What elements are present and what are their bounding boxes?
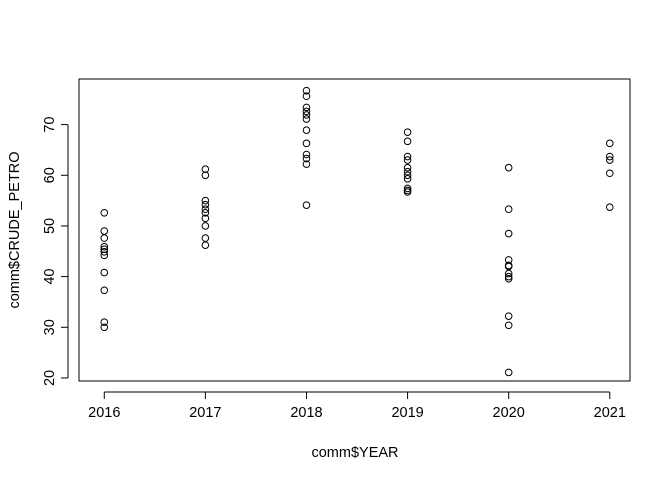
data-point bbox=[100, 234, 109, 242]
y-tick-label: 70 bbox=[42, 117, 58, 133]
data-point bbox=[100, 286, 109, 295]
x-axis-label: comm$YEAR bbox=[311, 445, 398, 461]
y-tick-label: 40 bbox=[42, 269, 58, 285]
data-point bbox=[605, 152, 614, 161]
data-point bbox=[605, 139, 614, 148]
data-point bbox=[201, 171, 210, 180]
x-ticks: 2016 2017 2018 2019 2020 2021 bbox=[88, 392, 626, 421]
y-tick-label: 30 bbox=[42, 319, 58, 335]
data-point bbox=[403, 175, 412, 183]
data-point bbox=[100, 247, 109, 256]
data-point bbox=[605, 203, 614, 211]
y-tick-label: 20 bbox=[42, 370, 58, 386]
y-ticks: 20 30 40 50 60 70 bbox=[42, 117, 68, 386]
data-point bbox=[403, 184, 412, 193]
data-point bbox=[201, 208, 210, 217]
data-point bbox=[302, 150, 311, 159]
data-point bbox=[201, 214, 210, 223]
data-point bbox=[100, 268, 109, 277]
data-point bbox=[504, 229, 513, 238]
x-tick-label: 2020 bbox=[493, 405, 525, 421]
data-point bbox=[100, 245, 109, 254]
data-point bbox=[302, 126, 311, 134]
x-tick-label: 2017 bbox=[189, 405, 221, 421]
x-tick-label: 2019 bbox=[391, 405, 423, 421]
data-point bbox=[302, 139, 311, 148]
data-point bbox=[302, 111, 311, 119]
data-point bbox=[100, 242, 109, 251]
y-tick-label: 60 bbox=[42, 167, 58, 183]
data-point bbox=[302, 86, 311, 95]
data-point bbox=[403, 156, 412, 164]
data-point bbox=[504, 205, 513, 214]
data-point bbox=[201, 205, 210, 214]
data-point bbox=[504, 274, 513, 283]
data-point bbox=[100, 318, 109, 327]
data-point bbox=[504, 312, 513, 320]
x-tick-label: 2016 bbox=[88, 405, 120, 421]
data-point bbox=[403, 171, 412, 180]
data-point bbox=[302, 103, 311, 112]
plot-frame bbox=[78, 78, 631, 382]
data-points bbox=[100, 86, 614, 377]
data-point bbox=[302, 92, 311, 101]
data-point bbox=[100, 208, 109, 217]
data-point bbox=[201, 196, 210, 205]
data-point bbox=[100, 323, 109, 332]
data-point bbox=[302, 160, 311, 168]
data-point bbox=[504, 163, 513, 172]
y-tick-label: 50 bbox=[42, 218, 58, 234]
y-axis: 20 30 40 50 60 70 bbox=[42, 117, 69, 386]
y-axis-label: comm$CRUDE_PETRO bbox=[7, 151, 23, 308]
x-tick-label: 2018 bbox=[290, 405, 322, 421]
x-tick-label: 2021 bbox=[594, 405, 626, 421]
data-point bbox=[100, 251, 109, 260]
data-point bbox=[302, 115, 311, 123]
data-point bbox=[403, 163, 412, 172]
data-point bbox=[403, 137, 412, 146]
data-point bbox=[201, 241, 210, 250]
data-point bbox=[504, 272, 513, 281]
data-point bbox=[605, 156, 614, 164]
data-point bbox=[504, 321, 513, 330]
data-point bbox=[302, 107, 311, 116]
data-point bbox=[201, 234, 210, 242]
data-point bbox=[100, 227, 109, 235]
x-axis: 2016 2017 2018 2019 2020 2021 bbox=[88, 391, 626, 421]
data-point bbox=[201, 222, 210, 230]
data-point bbox=[403, 188, 412, 196]
data-point bbox=[201, 165, 210, 173]
data-point bbox=[504, 269, 513, 278]
data-point bbox=[504, 368, 513, 377]
data-point bbox=[302, 154, 311, 163]
data-point bbox=[201, 200, 210, 209]
data-point bbox=[605, 169, 614, 178]
data-point bbox=[403, 128, 412, 137]
data-point bbox=[302, 201, 311, 209]
data-point bbox=[403, 152, 412, 161]
